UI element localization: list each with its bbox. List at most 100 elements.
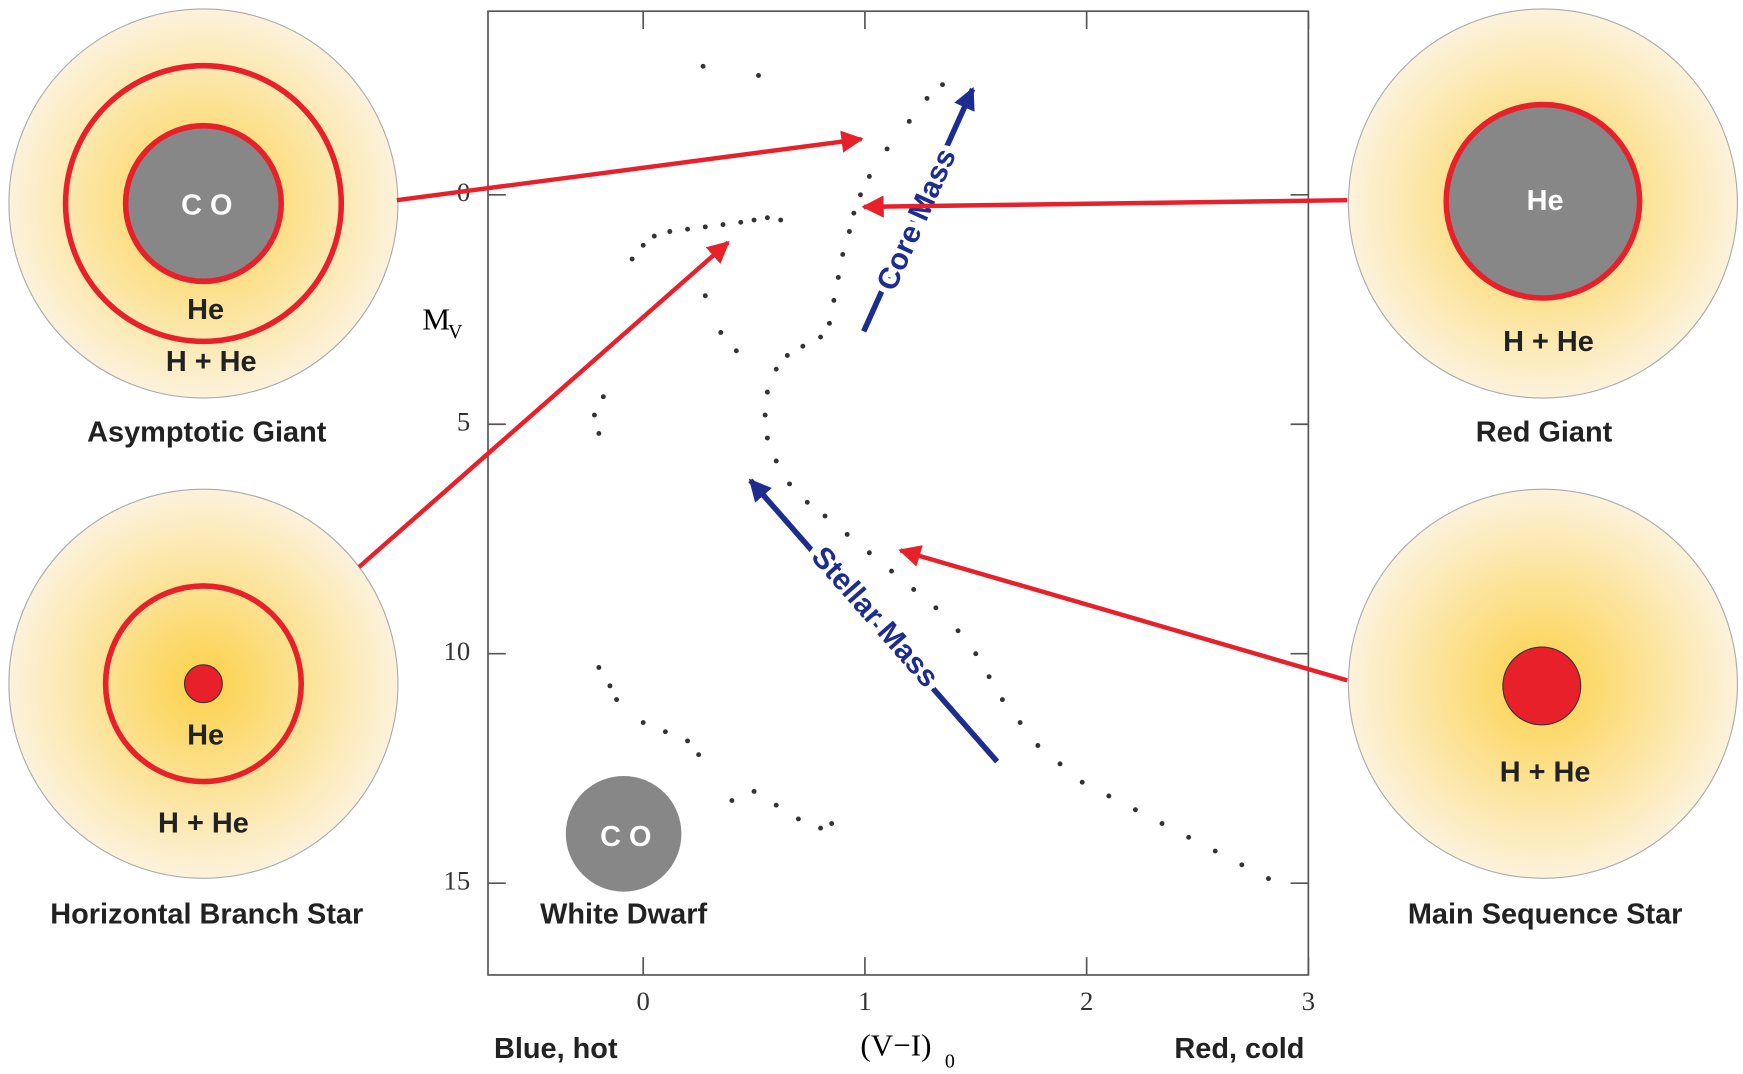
y-tick-label: 10 — [444, 636, 471, 666]
data-point — [866, 173, 872, 179]
core-label: C O — [600, 821, 651, 853]
star-name: Asymptotic Giant — [87, 416, 327, 448]
data-point — [866, 550, 872, 556]
star-name: Red Giant — [1476, 416, 1613, 448]
data-point — [614, 697, 620, 703]
core — [183, 664, 223, 704]
stellar-mass-label: Stellar Mass — [805, 540, 945, 693]
data-point — [829, 821, 835, 826]
data-point — [778, 217, 784, 223]
x-note-right: Red, cold — [1174, 1033, 1304, 1065]
data-point — [1106, 793, 1112, 799]
data-point — [762, 412, 768, 418]
data-point — [940, 82, 945, 88]
data-point — [756, 73, 761, 78]
pointer-arrow — [861, 195, 1348, 218]
data-point — [764, 389, 770, 395]
data-point — [596, 665, 602, 670]
data-point — [1035, 743, 1041, 748]
x-tick-label: 2 — [1080, 986, 1093, 1016]
core — [122, 122, 285, 285]
core-label: C O — [181, 189, 232, 221]
envelope-label: H + He — [1500, 756, 1591, 788]
data-point — [702, 293, 708, 299]
data-point — [986, 674, 992, 680]
data-point — [973, 651, 979, 657]
pointer-arrow — [898, 545, 1348, 683]
data-point — [729, 798, 735, 804]
data-point — [846, 229, 852, 234]
data-point — [607, 683, 613, 689]
data-point — [751, 217, 757, 223]
data-point — [1212, 848, 1218, 854]
data-point — [844, 531, 850, 537]
data-point — [651, 233, 657, 239]
x-note-left: Blue, hot — [494, 1033, 618, 1065]
data-point — [831, 297, 837, 303]
data-point — [718, 330, 724, 335]
data-point — [1017, 720, 1023, 726]
data-point — [889, 568, 894, 574]
plot-area: 0510150123 — [444, 11, 1315, 1016]
data-point — [733, 348, 739, 354]
y-axis-label: M — [422, 302, 450, 337]
data-point — [640, 720, 646, 726]
core — [565, 775, 682, 892]
y-axis-label-sub: V — [448, 321, 463, 343]
data-point — [640, 242, 646, 248]
data-point — [800, 343, 806, 349]
y-tick-label: 5 — [457, 406, 470, 436]
data-point — [911, 587, 917, 592]
data-point — [751, 788, 757, 794]
data-point — [629, 256, 635, 262]
star-name: Horizontal Branch Star — [50, 899, 363, 931]
core — [1502, 646, 1582, 726]
data-point — [804, 499, 810, 505]
data-point — [1239, 862, 1245, 868]
x-tick-label: 1 — [858, 986, 871, 1016]
x-tick-label: 3 — [1302, 986, 1315, 1016]
data-point — [1266, 876, 1271, 882]
data-point — [773, 802, 779, 808]
shell-label: He — [187, 294, 224, 326]
envelope-label: H + He — [1503, 326, 1594, 358]
plot-frame — [487, 10, 1310, 976]
data-point — [720, 222, 726, 228]
data-point — [702, 224, 708, 230]
white-dwarf: C O White Dwarf — [540, 775, 707, 931]
red-giant: He H + He Red Giant — [1347, 8, 1738, 448]
data-point — [764, 435, 770, 441]
asymptotic-giant: C O He H + He Asymptotic Giant — [8, 8, 399, 448]
data-point — [696, 752, 702, 758]
data-point — [1186, 834, 1192, 840]
data-point — [999, 697, 1005, 703]
data-point — [1159, 821, 1165, 826]
data-point — [818, 334, 824, 340]
data-point — [773, 458, 779, 464]
data-point — [667, 229, 673, 234]
data-point — [685, 738, 690, 744]
data-point — [600, 394, 606, 400]
data-point — [773, 366, 779, 372]
data-point — [662, 729, 668, 735]
core-mass-arrow — [861, 86, 976, 333]
core-mass-label: Core Mass — [871, 144, 963, 296]
shell-label: He — [187, 720, 224, 752]
pointer-arrow — [357, 240, 730, 569]
data-point — [933, 605, 939, 611]
data-point — [822, 513, 828, 519]
data-point — [835, 274, 841, 280]
pointer-arrows — [357, 130, 1348, 683]
stellar-mass-arrow — [748, 478, 1000, 764]
shell-boundary — [62, 62, 345, 345]
data-point — [906, 118, 912, 124]
data-point — [818, 825, 824, 831]
data-point — [596, 430, 602, 436]
data-point — [1057, 761, 1063, 767]
data-point — [784, 352, 790, 358]
envelope-label: H + He — [166, 346, 257, 378]
main-sequence-star: H + He Main Sequence Star — [1347, 488, 1738, 931]
star-name: Main Sequence Star — [1408, 899, 1683, 931]
